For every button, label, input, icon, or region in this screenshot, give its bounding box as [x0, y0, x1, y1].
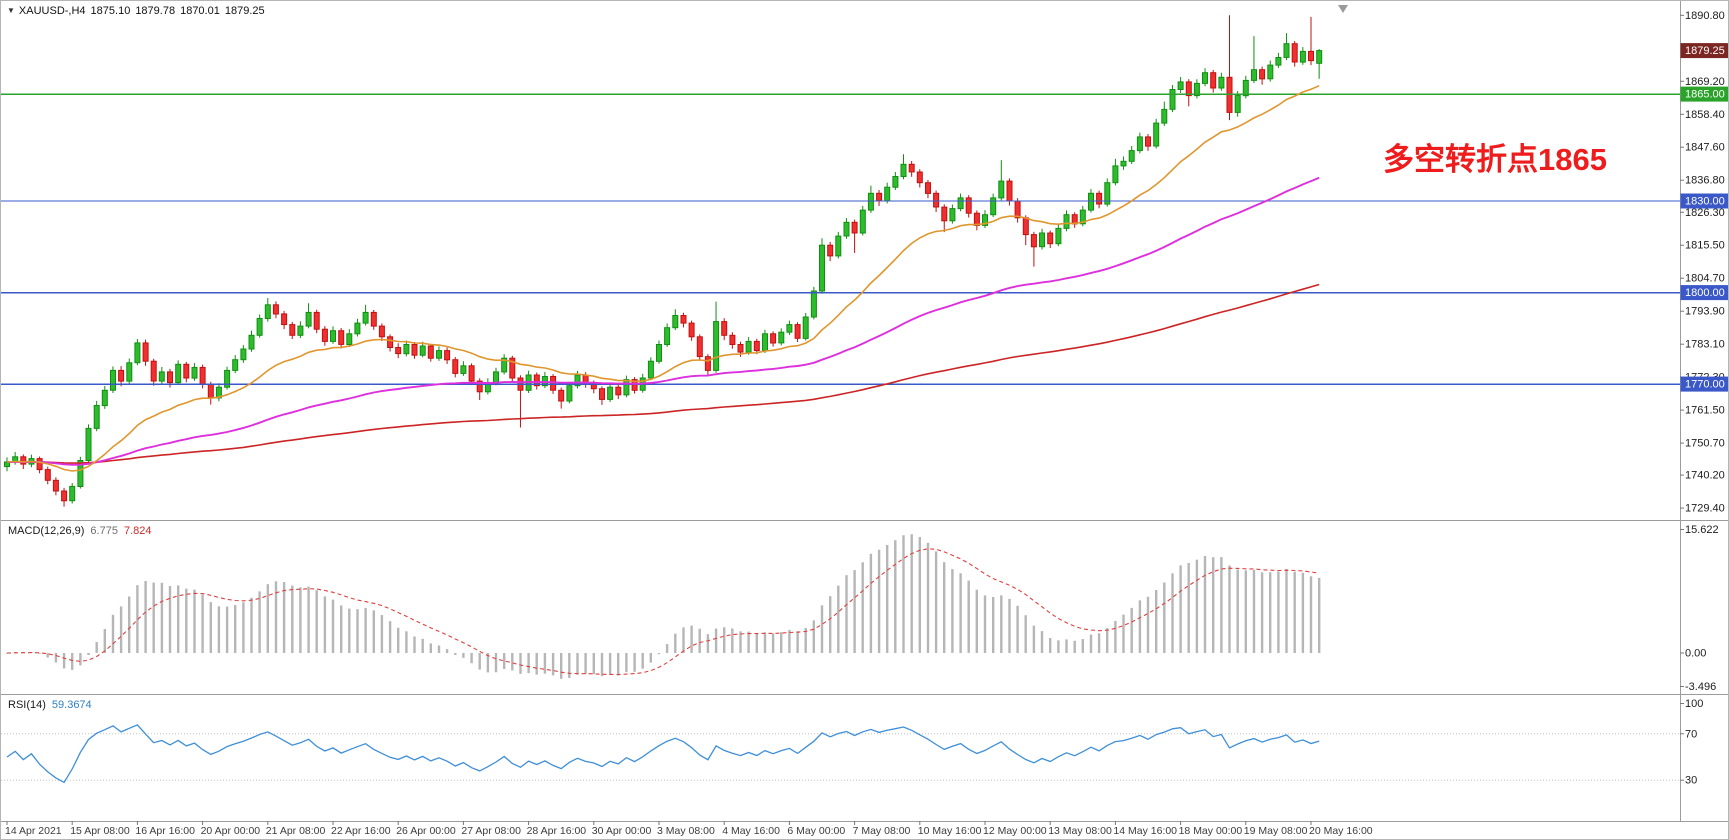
- time-axis-label: 22 Apr 16:00: [331, 825, 391, 837]
- svg-text:1865.00: 1865.00: [1685, 89, 1725, 101]
- price-axis-label: 1783.10: [1685, 339, 1725, 351]
- time-axis-label: 14 May 16:00: [1113, 825, 1177, 837]
- candles: [4, 15, 1323, 507]
- price-axis-label: 1793.90: [1685, 306, 1725, 318]
- price-axis-label: 1847.60: [1685, 142, 1725, 154]
- svg-text:1800.00: 1800.00: [1685, 287, 1725, 299]
- time-axis-label: 14 Apr 2021: [5, 825, 62, 837]
- chart-shift-marker-icon[interactable]: [1338, 5, 1348, 13]
- time-axis-label: 6 May 00:00: [787, 825, 845, 837]
- ma-line-21: [6, 84, 1320, 472]
- time-axis-label: 20 May 16:00: [1309, 825, 1373, 837]
- time-axis-label: 15 Apr 08:00: [70, 825, 130, 837]
- rsi-axis[interactable]: 100 70 30: [1680, 698, 1703, 787]
- time-axis-label: 28 Apr 16:00: [527, 825, 587, 837]
- symbol-timeframe-label: XAUUSD-,H4: [18, 5, 86, 17]
- rsi-line: [6, 724, 1320, 784]
- price-axis-label: 1804.70: [1685, 273, 1725, 285]
- macd-axis-label: 0.00: [1685, 648, 1706, 660]
- ohlc-high: 1879.78: [135, 5, 176, 17]
- time-axis-label: 19 May 08:00: [1244, 825, 1308, 837]
- price-badge-1865: 1865.00: [1680, 86, 1728, 102]
- time-axis-label: 13 May 08:00: [1048, 825, 1112, 837]
- macd-value-main: 6.775: [90, 525, 118, 537]
- price-badge-1770: 1770.00: [1680, 376, 1728, 392]
- price-axis-label: 1761.50: [1685, 405, 1725, 417]
- time-axis-label: 30 Apr 00:00: [592, 825, 652, 837]
- annotation-text[interactable]: 多空转折点1865: [1383, 142, 1607, 177]
- macd-value-signal: 7.824: [123, 525, 152, 537]
- rsi-axis-label: 100: [1685, 698, 1703, 710]
- price-badge-1830: 1830.00: [1680, 193, 1728, 209]
- svg-text:1770.00: 1770.00: [1685, 379, 1725, 391]
- time-axis-label: 4 May 16:00: [722, 825, 780, 837]
- time-axis-label: 20 Apr 00:00: [201, 825, 261, 837]
- ma-line-200: [6, 283, 1320, 464]
- time-axis-label: 7 May 08:00: [853, 825, 911, 837]
- ohlc-low: 1870.01: [180, 5, 220, 17]
- time-axis-label: 21 Apr 08:00: [266, 825, 326, 837]
- macd-histogram: [5, 534, 1321, 679]
- price-axis-label: 1826.30: [1685, 207, 1725, 219]
- macd-signal-line: [6, 548, 1320, 676]
- current-price-badge: 1879.25: [1680, 43, 1728, 59]
- time-axis-label: 27 Apr 08:00: [461, 825, 521, 837]
- ohlc-close: 1879.25: [224, 5, 265, 17]
- macd-axis[interactable]: 15.622 0.00 -3.496: [1680, 524, 1719, 693]
- time-axis[interactable]: 14 Apr 2021 15 Apr 08:00 16 Apr 16:00 20 Ap…: [5, 821, 1373, 837]
- time-axis-label: 10 May 16:00: [918, 825, 982, 837]
- price-axis-label: 1890.80: [1685, 10, 1725, 22]
- price-axis-label: 1836.80: [1685, 175, 1725, 187]
- rsi-title: RSI(14): [8, 699, 46, 711]
- ohlc-open: 1875.10: [90, 5, 131, 17]
- macd-axis-label: -3.496: [1685, 681, 1716, 693]
- macd-label: MACD(12,26,9) 6.775 7.824: [8, 525, 151, 537]
- svg-text:1830.00: 1830.00: [1685, 196, 1725, 208]
- expand-ohlc-icon[interactable]: ▼: [7, 6, 15, 15]
- time-axis-label: 18 May 00:00: [1179, 825, 1243, 837]
- rsi-label: RSI(14) 59.3674: [8, 699, 92, 711]
- time-axis-label: 16 Apr 16:00: [135, 825, 195, 837]
- chart-ohlc-header: ▼ XAUUSD-,H4 1875.10 1879.78 1870.01 1879.25: [7, 5, 265, 17]
- price-badge-1800: 1800.00: [1680, 285, 1728, 301]
- rsi-value: 59.3674: [51, 699, 92, 711]
- rsi-axis-label: 30: [1685, 775, 1697, 787]
- time-axis-label: 26 Apr 00:00: [396, 825, 456, 837]
- macd-title: MACD(12,26,9): [8, 525, 85, 537]
- price-axis-label: 1740.20: [1685, 470, 1725, 482]
- price-axis-label: 1815.50: [1685, 240, 1725, 252]
- rsi-axis-label: 70: [1685, 728, 1697, 740]
- ma-line-75: [6, 176, 1320, 466]
- price-axis[interactable]: 1890.80 1869.20 1858.40 1847.60 1836.80 1826.…: [1680, 10, 1725, 515]
- price-axis-label: 1750.70: [1685, 438, 1725, 450]
- price-axis-label: 1729.40: [1685, 503, 1725, 515]
- price-axis-label: 1869.20: [1685, 76, 1725, 88]
- time-axis-label: 3 May 08:00: [657, 825, 715, 837]
- time-axis-label: 12 May 00:00: [983, 825, 1047, 837]
- svg-text:1879.25: 1879.25: [1685, 45, 1725, 57]
- macd-axis-label: 15.622: [1685, 524, 1719, 536]
- price-axis-label: 1858.40: [1685, 109, 1725, 121]
